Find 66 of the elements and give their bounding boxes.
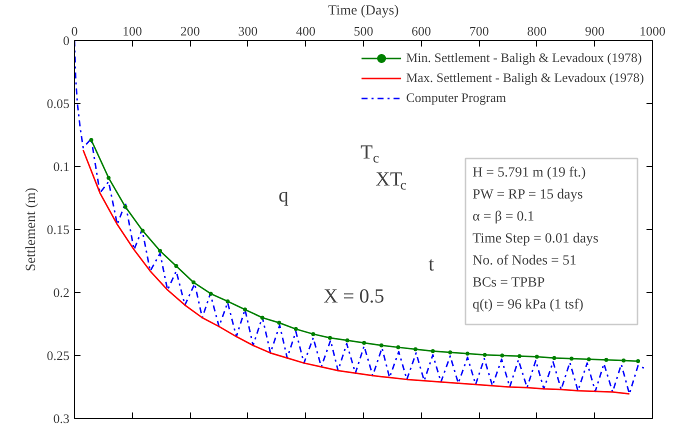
point bbox=[362, 340, 366, 345]
point bbox=[622, 358, 626, 363]
x-axis-title: Time (Days) bbox=[328, 4, 400, 18]
point bbox=[243, 308, 248, 312]
point bbox=[192, 280, 196, 284]
y-tick-label: 0.25 bbox=[46, 348, 70, 363]
y-tick-label: 0.05 bbox=[46, 96, 70, 111]
annotation: q bbox=[278, 184, 288, 206]
x-tick-label: 700 bbox=[469, 24, 489, 38]
point bbox=[482, 352, 487, 357]
x-tick-label: 200 bbox=[180, 24, 200, 38]
point bbox=[396, 345, 400, 350]
point bbox=[414, 347, 418, 352]
point bbox=[123, 204, 128, 209]
point bbox=[636, 359, 640, 364]
point bbox=[552, 356, 556, 360]
x-tick-label: 400 bbox=[296, 24, 316, 38]
y-tick-label: 0.1 bbox=[53, 159, 70, 174]
annotation: q(t) = 96 kPa (1 tsf) bbox=[472, 298, 584, 312]
x-tick-label: 300 bbox=[238, 24, 258, 38]
point bbox=[500, 354, 504, 358]
point bbox=[604, 358, 608, 362]
y-tick-label: 0.2 bbox=[53, 285, 70, 300]
point bbox=[174, 264, 178, 268]
point bbox=[518, 354, 522, 358]
x-tick-label: 800 bbox=[527, 24, 547, 38]
annotation: t bbox=[428, 254, 434, 276]
point bbox=[106, 176, 111, 180]
x-tick-label: 1000 bbox=[640, 24, 666, 38]
x-tick-label: 100 bbox=[122, 24, 142, 38]
legend-label: Min. Settlement - Baligh & Levadoux (1978) bbox=[406, 50, 642, 66]
point bbox=[277, 320, 282, 325]
point bbox=[345, 338, 350, 342]
point bbox=[89, 138, 94, 142]
point bbox=[328, 336, 332, 340]
point bbox=[570, 356, 574, 361]
annotation: α = β = 0.1 bbox=[472, 210, 534, 224]
legend-label: Max. Settlement - Baligh & Levadoux (1978) bbox=[406, 70, 644, 86]
point bbox=[311, 332, 316, 336]
annotation: BCs = TPBP bbox=[472, 276, 545, 290]
annotation: PW = RP = 15 days bbox=[472, 188, 583, 202]
point bbox=[208, 292, 213, 296]
point bbox=[586, 357, 591, 362]
x-tick-label: 900 bbox=[584, 24, 604, 38]
point bbox=[466, 352, 470, 356]
point bbox=[260, 316, 264, 320]
point bbox=[448, 350, 452, 354]
point bbox=[534, 354, 539, 359]
point bbox=[430, 349, 435, 354]
legend-label: Computer Program bbox=[406, 90, 506, 106]
y-tick-label: 0 bbox=[63, 33, 70, 48]
annotation: Time Step = 0.01 days bbox=[472, 232, 598, 246]
point bbox=[158, 248, 162, 253]
y-tick-label: 0.3 bbox=[53, 411, 70, 425]
line-series bbox=[74, 40, 645, 395]
point bbox=[294, 327, 298, 332]
x-tick-label: 500 bbox=[354, 24, 374, 38]
point bbox=[379, 343, 384, 348]
y-axis-title: Settlement (m) bbox=[24, 187, 39, 272]
annotation: H = 5.791 m (19 ft.) bbox=[472, 166, 586, 180]
point bbox=[140, 228, 145, 233]
x-tick-label: 600 bbox=[412, 24, 432, 38]
point bbox=[226, 299, 230, 304]
annotation: No. of Nodes = 51 bbox=[472, 254, 576, 268]
y-tick-label: 0.15 bbox=[46, 222, 70, 237]
annotation: X = 0.5 bbox=[324, 286, 384, 308]
